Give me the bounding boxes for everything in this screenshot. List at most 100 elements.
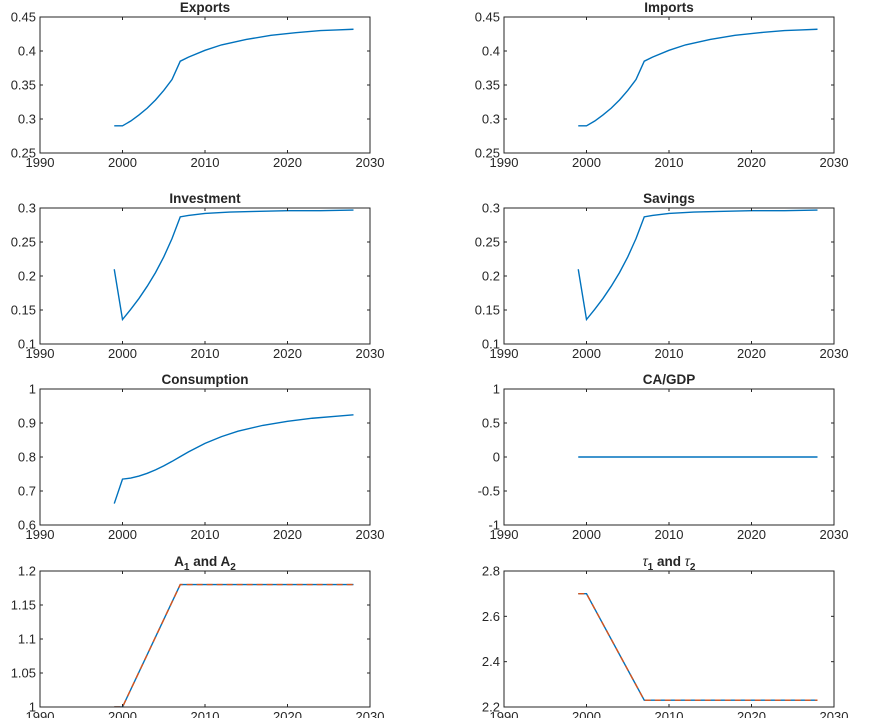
y-tick-label: 0.4 bbox=[18, 44, 36, 59]
x-tick-label: 2010 bbox=[655, 155, 684, 170]
series-line-1 bbox=[578, 592, 818, 701]
series-line-1 bbox=[114, 28, 354, 127]
title-text: and A bbox=[189, 554, 230, 569]
x-tick-label: 2020 bbox=[737, 527, 766, 542]
x-tick-label: 2010 bbox=[191, 527, 220, 542]
y-tick-label: 0.25 bbox=[475, 146, 500, 161]
y-tick-label: 0.15 bbox=[475, 303, 500, 318]
x-tick-label: 1990 bbox=[490, 709, 519, 718]
y-tick-label: 0.25 bbox=[475, 235, 500, 250]
y-tick-label: 0.15 bbox=[11, 303, 36, 318]
x-tick-label: 2020 bbox=[737, 709, 766, 718]
subplot-title: Exports bbox=[180, 0, 230, 15]
y-tick-label: 1 bbox=[29, 700, 36, 715]
subplot-1: Exports 1990 2000 2010 2020 2030 0.25 0.3 0.35 0.… bbox=[11, 0, 385, 170]
title-subscript: 2 bbox=[690, 562, 696, 573]
y-tick-label: 0.8 bbox=[18, 450, 36, 465]
y-tick-label: -0.5 bbox=[478, 484, 500, 499]
y-tick-label: 0.25 bbox=[11, 235, 36, 250]
x-tick-label: 2030 bbox=[356, 709, 385, 718]
y-tick-label: 2.4 bbox=[482, 654, 500, 669]
y-tick-label: 0.1 bbox=[18, 337, 36, 352]
x-tick-label: 2010 bbox=[655, 527, 684, 542]
axes-box bbox=[39, 570, 371, 708]
axes-box bbox=[503, 570, 835, 708]
y-tick-label: 0.45 bbox=[11, 10, 36, 25]
y-tick-label: -1 bbox=[488, 518, 500, 533]
x-tick-label: 1990 bbox=[490, 527, 519, 542]
subplot-5: Consumption 1990 2000 2010 2020 2030 0.6 0.7 0.8… bbox=[18, 372, 385, 542]
x-tick-label: 2030 bbox=[356, 527, 385, 542]
subplot-4: Savings 1990 2000 2010 2020 2030 0.1 0.15 0.2 0.2… bbox=[475, 191, 849, 361]
x-tick-label: 2030 bbox=[820, 346, 849, 361]
axes-box bbox=[39, 207, 371, 345]
axes-box bbox=[503, 207, 835, 345]
y-tick-label: 0.3 bbox=[482, 112, 500, 127]
subplot-3: Investment 1990 2000 2010 2020 2030 0.1 0.15 0.2… bbox=[11, 191, 385, 361]
x-tick-label: 2000 bbox=[108, 527, 137, 542]
x-tick-label: 2030 bbox=[820, 709, 849, 718]
x-tick-label: 2030 bbox=[820, 527, 849, 542]
y-tick-label: 2.8 bbox=[482, 564, 500, 579]
y-tick-label: 1.05 bbox=[11, 666, 36, 681]
title-text: A bbox=[174, 554, 184, 569]
axes-box bbox=[39, 16, 371, 154]
x-tick-label: 1990 bbox=[26, 527, 55, 542]
y-tick-label: 0.1 bbox=[482, 337, 500, 352]
y-tick-label: 1 bbox=[29, 382, 36, 397]
y-tick-label: 2.6 bbox=[482, 609, 500, 624]
x-tick-label: 1990 bbox=[490, 155, 519, 170]
x-tick-label: 1990 bbox=[26, 155, 55, 170]
y-tick-label: 0.3 bbox=[18, 112, 36, 127]
title-subscript: 2 bbox=[230, 562, 236, 573]
title-subscript: 1 bbox=[184, 562, 190, 573]
y-tick-label: 0 bbox=[493, 450, 500, 465]
y-tick-label: 0.9 bbox=[18, 416, 36, 431]
x-tick-label: 2000 bbox=[572, 346, 601, 361]
y-tick-label: 0.35 bbox=[475, 78, 500, 93]
x-tick-label: 2020 bbox=[737, 346, 766, 361]
y-tick-label: 2.2 bbox=[482, 700, 500, 715]
series-line-1 bbox=[113, 209, 354, 322]
x-tick-label: 2010 bbox=[191, 155, 220, 170]
x-tick-label: 2000 bbox=[108, 709, 137, 718]
x-tick-label: 2030 bbox=[356, 155, 385, 170]
x-tick-label: 2020 bbox=[737, 155, 766, 170]
x-tick-label: 2020 bbox=[273, 346, 302, 361]
y-tick-label: 0.2 bbox=[482, 269, 500, 284]
series-line-2 bbox=[114, 583, 354, 707]
x-tick-label: 2010 bbox=[191, 709, 220, 718]
subplot-title: CA/GDP bbox=[643, 372, 696, 387]
series-line-1 bbox=[113, 414, 354, 504]
x-tick-label: 2000 bbox=[572, 155, 601, 170]
y-tick-label: 0.7 bbox=[18, 484, 36, 499]
x-tick-label: 2030 bbox=[356, 346, 385, 361]
subplot-title: Investment bbox=[169, 191, 241, 206]
subplot-title: Imports bbox=[644, 0, 694, 15]
title-text: τ bbox=[685, 554, 691, 569]
x-tick-label: 1990 bbox=[26, 709, 55, 718]
x-tick-label: 2010 bbox=[655, 346, 684, 361]
series-line-1 bbox=[578, 28, 818, 127]
y-tick-label: 1.15 bbox=[11, 598, 36, 613]
y-tick-label: 1.2 bbox=[18, 564, 36, 579]
y-tick-label: 0.25 bbox=[11, 146, 36, 161]
subplot-2: Imports 1990 2000 2010 2020 2030 0.25 0.3 0.35 0.… bbox=[475, 0, 849, 170]
x-tick-label: 2030 bbox=[820, 155, 849, 170]
subplot-title: A1 and A2 bbox=[174, 554, 236, 573]
x-tick-label: 2000 bbox=[572, 527, 601, 542]
y-tick-label: 1.1 bbox=[18, 632, 36, 647]
series-line-1 bbox=[577, 209, 818, 322]
x-tick-label: 2020 bbox=[273, 155, 302, 170]
axes-box bbox=[503, 16, 835, 154]
axes-box bbox=[39, 388, 371, 526]
y-tick-label: 0.4 bbox=[482, 44, 500, 59]
subplot-title: Savings bbox=[643, 191, 695, 206]
subplot-6: CA/GDP 1990 2000 2010 2020 2030 -1 -0.5 0 0.5 1 bbox=[478, 372, 849, 542]
x-tick-label: 2000 bbox=[108, 346, 137, 361]
y-tick-label: 0.3 bbox=[482, 201, 500, 216]
x-tick-label: 2000 bbox=[108, 155, 137, 170]
subplot-title: τ1 and τ2 bbox=[643, 554, 696, 573]
